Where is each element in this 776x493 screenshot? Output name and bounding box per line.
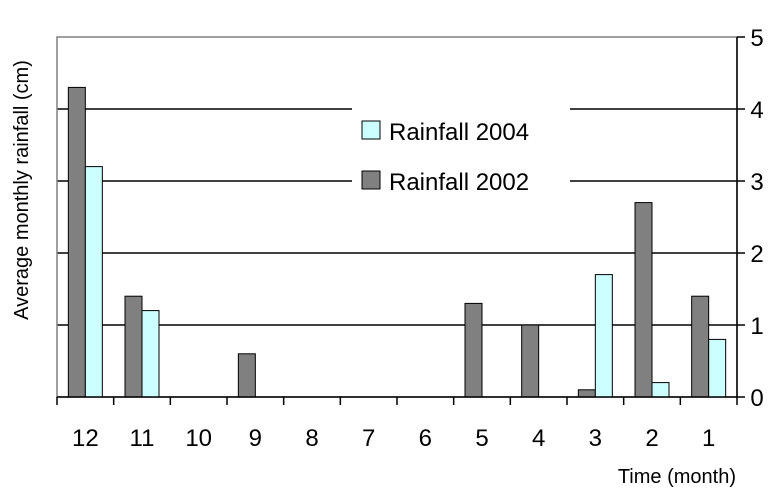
bar-rainfall-2002-month-11 (124, 295, 143, 398)
x-tick-label-4: 4 (532, 425, 545, 452)
y-tick-label-2: 2 (750, 241, 763, 268)
y-tick-label-1: 1 (750, 313, 763, 340)
legend-swatch-rainfall-2002 (361, 170, 381, 190)
x-tick-label-9: 9 (249, 425, 262, 452)
bar-rainfall-2004-month-2 (651, 382, 670, 398)
bar-rainfall-2002-month-9 (237, 353, 256, 398)
bar-rainfall-2002-month-5 (464, 302, 483, 398)
y-axis-title: Average monthly rainfall (cm) (11, 60, 33, 320)
x-tick-label-1: 1 (702, 425, 715, 452)
legend: Rainfall 2004 Rainfall 2002 (352, 100, 570, 200)
y-tick-label-5: 5 (750, 25, 763, 52)
x-tick-label-7: 7 (362, 425, 375, 452)
legend-label-rainfall-2002: Rainfall 2002 (389, 169, 529, 196)
legend-swatch-rainfall-2004 (361, 120, 381, 140)
bar-rainfall-2002-month-12 (67, 86, 86, 398)
x-axis-title: Time (month) (618, 466, 736, 488)
x-tick-label-11: 11 (130, 425, 155, 452)
x-tick-label-3: 3 (589, 425, 602, 452)
x-tick-label-8: 8 (305, 425, 318, 452)
x-tick-label-6: 6 (419, 425, 432, 452)
bar-rainfall-2002-month-1 (691, 295, 710, 398)
y-tick-label-3: 3 (750, 169, 763, 196)
legend-background (352, 100, 570, 200)
bar-rainfall-2002-month-4 (521, 324, 540, 398)
bar-rainfall-2004-month-11 (141, 310, 160, 398)
x-axis: 12 11 10 9 8 7 6 5 4 3 2 1 (56, 396, 738, 452)
y-axis-right: 0 1 2 3 4 5 (736, 25, 764, 412)
y-tick-label-4: 4 (750, 97, 763, 124)
bar-rainfall-2004-month-3 (594, 274, 613, 398)
bar-rainfall-2002-month-3 (577, 389, 596, 398)
x-tick-label-5: 5 (475, 425, 488, 452)
x-tick-label-10: 10 (185, 425, 212, 452)
legend-label-rainfall-2004: Rainfall 2004 (389, 119, 529, 146)
x-tick-label-12: 12 (72, 425, 99, 452)
bar-rainfall-2004-month-12 (84, 166, 103, 398)
x-tick-label-2: 2 (645, 425, 658, 452)
bar-rainfall-2004-month-1 (708, 338, 727, 398)
bar-rainfall-2002-month-2 (634, 202, 653, 398)
y-tick-label-0: 0 (750, 385, 763, 412)
